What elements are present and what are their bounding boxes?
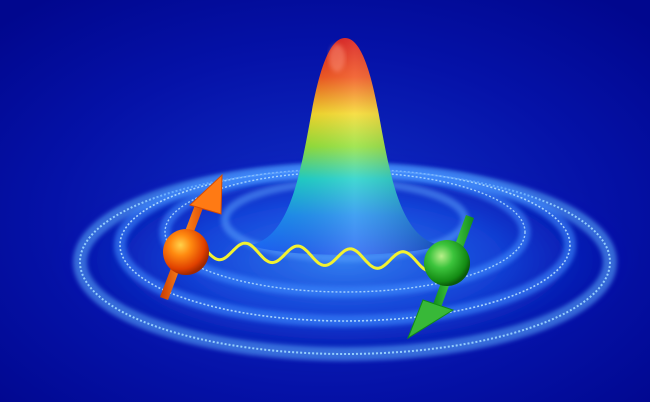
peak-highlight (329, 44, 345, 72)
wavy-line-icon (204, 241, 429, 273)
left-particle-sphere (163, 229, 209, 275)
peak-shading (250, 38, 440, 255)
right-particle-sphere (424, 240, 470, 286)
orange-sphere-spin-up-icon (160, 173, 223, 300)
left-arrow-head (189, 173, 223, 215)
right-arrow-head (406, 299, 455, 340)
green-sphere-spin-down-icon (406, 215, 474, 340)
ripple-ring-outer (79, 169, 611, 355)
gaussian-peak (250, 38, 440, 255)
